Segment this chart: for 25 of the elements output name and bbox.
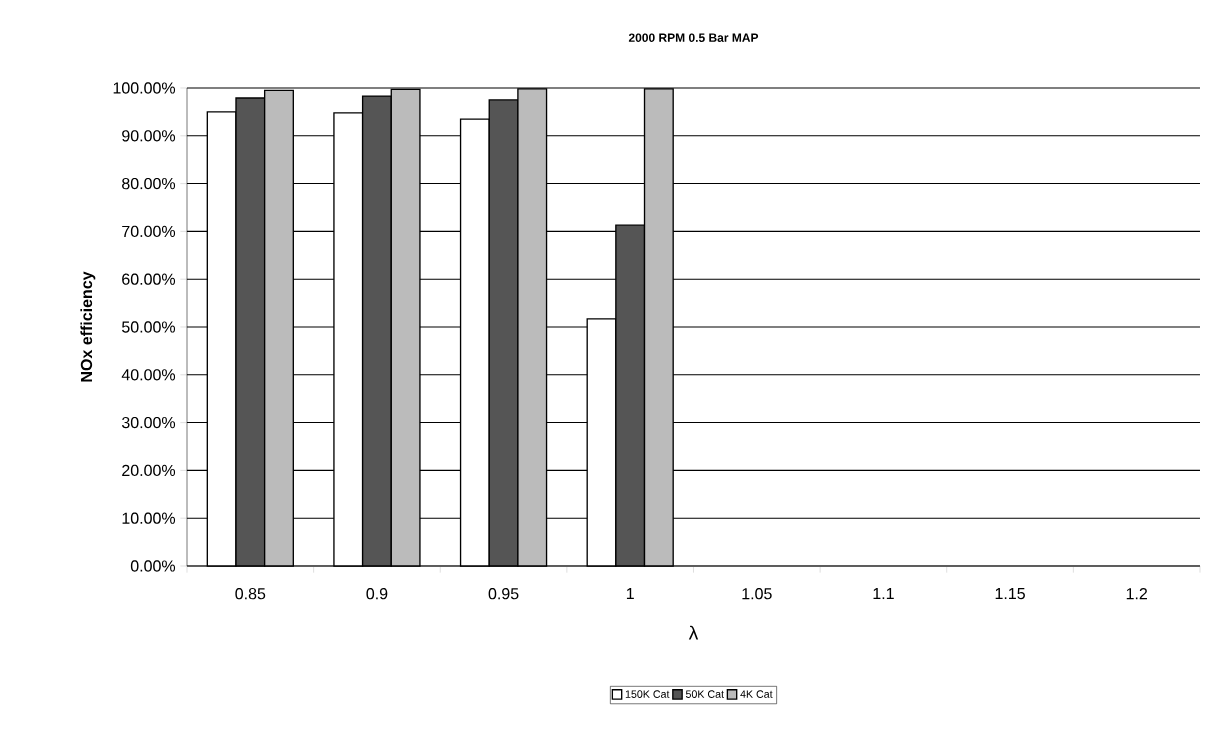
y-tick-label: 50.00% xyxy=(122,321,176,333)
legend-label: 50K Cat xyxy=(685,690,724,698)
y-axis-title: NOx efficiency xyxy=(80,271,96,382)
x-tick-label: 0.95 xyxy=(488,588,519,600)
y-tick-label: 70.00% xyxy=(122,225,176,238)
chart-title: 2000 RPM 0.5 Bar MAP xyxy=(628,33,759,42)
y-tick-label: 100.00% xyxy=(113,82,176,94)
x-axis-title: λ xyxy=(688,625,699,640)
y-tick-label: 60.00% xyxy=(122,273,176,285)
y-tick-label: 90.00% xyxy=(122,130,176,142)
x-tick-label: 0.85 xyxy=(235,588,266,600)
x-tick-label: 1.2 xyxy=(1126,588,1147,600)
y-tick-label: 80.00% xyxy=(122,177,176,190)
x-tick-label: 1 xyxy=(626,588,634,600)
y-tick-label: 30.00% xyxy=(121,416,176,429)
y-tick-label: 20.00% xyxy=(122,464,176,477)
y-tick-label: 10.00% xyxy=(122,512,176,524)
y-tick-label: 40.00% xyxy=(121,369,176,381)
x-tick-label: 1.05 xyxy=(742,588,772,600)
legend-label: 150K Cat xyxy=(625,690,670,698)
x-tick-label: 1.15 xyxy=(995,588,1025,600)
legend-label: 4K Cat xyxy=(740,690,773,698)
y-tick-label: 0.00% xyxy=(130,560,176,572)
x-tick-label: 0.9 xyxy=(366,588,388,600)
x-tick-label: 1.1 xyxy=(873,588,894,600)
